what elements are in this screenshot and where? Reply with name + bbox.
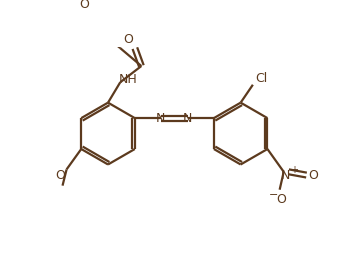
Text: N: N bbox=[183, 112, 193, 125]
Text: O: O bbox=[276, 193, 286, 206]
Text: N: N bbox=[156, 112, 166, 125]
Text: +: + bbox=[290, 165, 298, 175]
Text: O: O bbox=[79, 0, 89, 11]
Text: NH: NH bbox=[119, 73, 138, 86]
Text: O: O bbox=[308, 169, 318, 182]
Text: O: O bbox=[55, 169, 65, 182]
Text: O: O bbox=[124, 34, 133, 46]
Text: Cl: Cl bbox=[255, 72, 267, 85]
Text: N: N bbox=[281, 169, 290, 182]
Text: −: − bbox=[268, 190, 278, 200]
